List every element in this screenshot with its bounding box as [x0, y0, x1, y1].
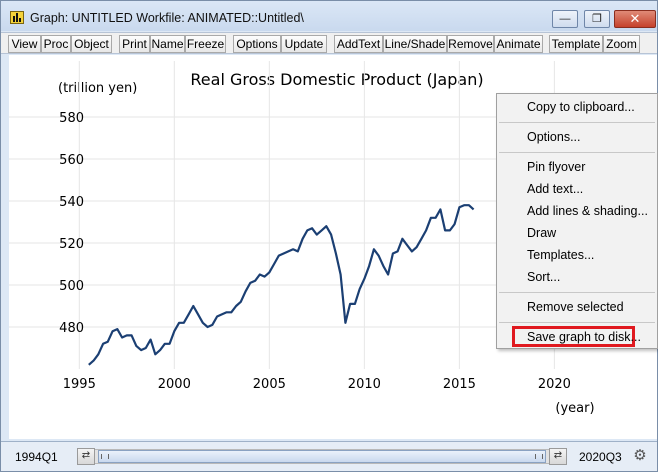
x-axis-label: (year): [555, 401, 594, 416]
menu-copy-to-clipboard[interactable]: Copy to clipboard...: [527, 100, 635, 114]
menu-add-text[interactable]: Add text...: [527, 182, 584, 196]
proc-button[interactable]: Proc: [41, 35, 71, 53]
menu-separator: [499, 152, 655, 153]
scroll-right-icon[interactable]: ⇄: [549, 448, 567, 465]
x-tick-label: 2000: [158, 377, 191, 392]
addtext-button[interactable]: AddText: [334, 35, 383, 53]
restore-icon[interactable]: ❐: [584, 10, 610, 28]
freeze-button[interactable]: Freeze: [185, 35, 226, 53]
graph-toolbar: View Proc Object Print Name Freeze Optio…: [1, 32, 657, 54]
thumb-grip-left[interactable]: [101, 454, 109, 459]
y-tick-label: 560: [59, 153, 84, 168]
x-tick-label: 2015: [443, 377, 476, 392]
y-tick-label: 520: [59, 237, 84, 252]
menu-separator: [499, 122, 655, 123]
x-tick-label: 2010: [348, 377, 381, 392]
x-tick-label: 2005: [253, 377, 286, 392]
update-button[interactable]: Update: [281, 35, 327, 53]
menu-separator: [499, 292, 655, 293]
template-button[interactable]: Template: [549, 35, 603, 53]
menu-pin-flyover[interactable]: Pin flyover: [527, 160, 586, 174]
menu-options[interactable]: Options...: [527, 130, 581, 144]
menu-add-lines-shading[interactable]: Add lines & shading...: [527, 204, 648, 218]
scroll-left-icon[interactable]: ⇄: [77, 448, 95, 465]
range-end-label: 2020Q3: [579, 450, 622, 464]
sample-scroll-thumb[interactable]: [98, 450, 546, 463]
y-tick-label: 580: [59, 111, 84, 126]
y-tick-label: 500: [59, 279, 84, 294]
y-tick-label: 540: [59, 195, 84, 210]
menu-draw[interactable]: Draw: [527, 226, 557, 240]
gdp-series-line: [88, 204, 475, 366]
menu-sort[interactable]: Sort...: [527, 270, 561, 284]
menu-templates[interactable]: Templates...: [527, 248, 595, 262]
graph-app-icon: [10, 11, 24, 24]
window-title: Graph: UNTITLED Workfile: ANIMATED::Unti…: [30, 11, 304, 25]
x-tick-label: 1995: [63, 377, 96, 392]
object-button[interactable]: Object: [71, 35, 112, 53]
sample-range-bar: 1994Q1 ⇄ ⇄ 2020Q3 ⚙: [1, 441, 657, 471]
y-axis-label: (trillion yen): [58, 81, 137, 96]
name-button[interactable]: Name: [150, 35, 185, 53]
gear-icon[interactable]: ⚙: [633, 447, 647, 464]
menu-remove-selected[interactable]: Remove selected: [527, 300, 624, 314]
minimize-icon[interactable]: —: [552, 10, 578, 28]
x-tick-label: 2020: [538, 377, 571, 392]
line-shade-button[interactable]: Line/Shade: [383, 35, 447, 53]
view-button[interactable]: View: [8, 35, 41, 53]
close-icon[interactable]: ✕: [614, 10, 656, 28]
options-button[interactable]: Options: [233, 35, 281, 53]
chart-title: Real Gross Domestic Product (Japan): [190, 70, 483, 89]
y-tick-label: 480: [59, 321, 84, 336]
menu-save-graph-to-disk[interactable]: Save graph to disk...: [527, 330, 641, 344]
save-graph-highlight-box: [512, 326, 635, 347]
thumb-grip-right[interactable]: [535, 454, 543, 459]
title-bar[interactable]: Graph: UNTITLED Workfile: ANIMATED::Unti…: [1, 1, 657, 31]
context-menu: Copy to clipboard... Options... Pin flyo…: [496, 93, 658, 349]
menu-separator: [499, 322, 655, 323]
print-button[interactable]: Print: [119, 35, 150, 53]
remove-button[interactable]: Remove: [447, 35, 494, 53]
gdp-line-chart: Real Gross Domestic Product (Japan) (tri…: [9, 61, 657, 416]
zoom-button[interactable]: Zoom: [603, 35, 640, 53]
animate-button[interactable]: Animate: [494, 35, 543, 53]
range-start-label: 1994Q1: [15, 450, 58, 464]
